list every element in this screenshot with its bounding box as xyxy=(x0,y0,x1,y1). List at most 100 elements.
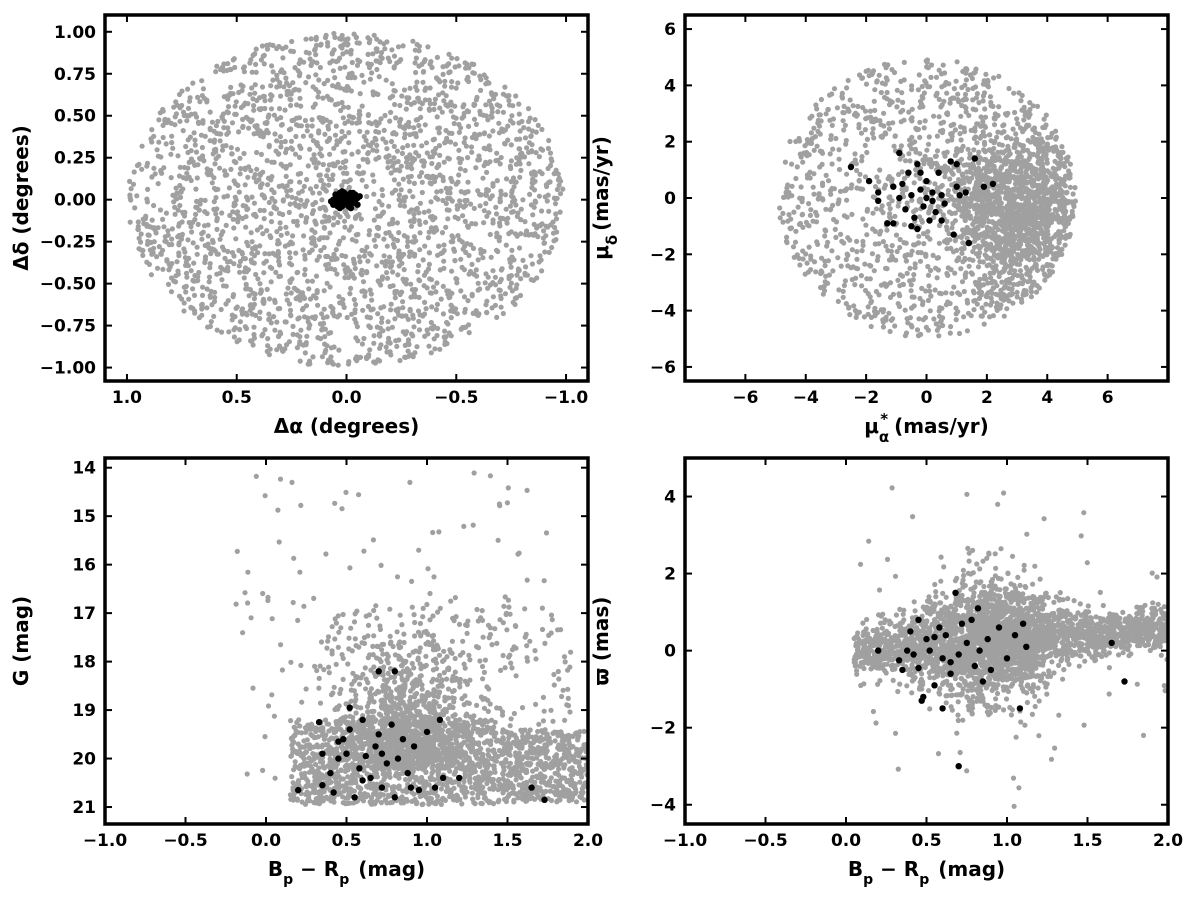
field-star-point xyxy=(313,183,319,190)
field-star-point xyxy=(283,75,289,81)
field-star-point xyxy=(358,270,364,276)
field-star-point xyxy=(367,324,373,331)
field-star-point xyxy=(207,138,213,144)
field-star-point xyxy=(422,87,428,93)
field-star-point xyxy=(174,196,180,202)
field-star-point xyxy=(304,176,310,183)
field-star-point xyxy=(456,147,462,153)
x-tick-label: 0.5 xyxy=(222,388,252,408)
field-star-point xyxy=(177,182,183,189)
field-star-point xyxy=(974,121,980,127)
field-star-point xyxy=(814,239,820,245)
field-star-point xyxy=(360,144,367,150)
field-star-point xyxy=(859,283,865,289)
field-star-point xyxy=(432,346,438,352)
field-star-point xyxy=(341,179,347,185)
field-star-point xyxy=(405,95,412,101)
field-star-point xyxy=(188,224,194,230)
field-star-point xyxy=(481,248,487,254)
field-star-point xyxy=(787,138,793,145)
field-star-point xyxy=(175,207,181,213)
field-star-point xyxy=(1028,294,1034,300)
field-star-point xyxy=(340,301,346,307)
field-star-point xyxy=(225,268,231,274)
field-star-point xyxy=(975,280,981,286)
field-star-point xyxy=(491,96,497,102)
field-star-point xyxy=(932,181,938,187)
field-star-point xyxy=(974,140,980,146)
field-star-point xyxy=(954,150,960,156)
field-star-point xyxy=(284,297,290,303)
field-star-point xyxy=(427,85,433,91)
field-star-point xyxy=(205,233,211,239)
field-star-point xyxy=(244,312,250,318)
field-star-point xyxy=(421,272,427,278)
field-star-point xyxy=(399,93,405,99)
field-star-point xyxy=(860,186,866,192)
field-star-point xyxy=(1056,237,1062,243)
field-star-point xyxy=(993,171,1000,178)
field-star-point xyxy=(336,294,342,300)
field-star-point xyxy=(847,312,853,318)
field-star-point xyxy=(541,228,547,234)
field-star-point xyxy=(1019,272,1025,279)
field-star-point xyxy=(954,247,960,253)
field-star-point xyxy=(868,323,874,330)
field-star-point xyxy=(991,163,997,169)
field-star-point xyxy=(829,161,835,167)
field-star-point xyxy=(321,244,327,251)
field-star-point xyxy=(397,357,403,364)
field-star-point xyxy=(235,182,241,188)
field-star-point xyxy=(394,343,400,349)
field-star-point xyxy=(1014,149,1020,155)
field-star-point xyxy=(428,350,434,356)
field-star-point xyxy=(938,104,944,110)
field-star-point xyxy=(130,181,137,187)
field-star-point xyxy=(1005,152,1012,159)
field-star-point xyxy=(961,162,967,168)
field-star-point xyxy=(841,103,847,109)
field-star-point xyxy=(286,301,293,307)
field-star-point xyxy=(895,277,901,283)
field-star-point xyxy=(786,212,792,218)
field-star-point xyxy=(277,225,283,231)
field-star-point xyxy=(856,178,862,184)
field-star-point xyxy=(261,207,267,214)
field-star-point xyxy=(366,232,372,238)
field-star-point xyxy=(483,75,489,81)
field-star-point xyxy=(385,55,391,61)
field-star-point xyxy=(209,237,216,243)
field-star-point xyxy=(411,216,417,222)
field-star-point xyxy=(529,148,535,154)
field-star-point xyxy=(1060,189,1066,195)
field-star-point xyxy=(405,348,411,354)
field-star-point xyxy=(382,46,388,52)
field-star-point xyxy=(265,336,271,342)
field-star-point xyxy=(826,272,833,278)
field-star-point xyxy=(251,174,257,181)
field-star-point xyxy=(531,204,537,210)
field-star-point xyxy=(923,288,929,294)
field-star-point xyxy=(240,203,246,209)
field-star-point xyxy=(288,102,294,109)
field-star-point xyxy=(214,226,220,232)
field-star-point xyxy=(871,98,877,104)
field-star-point xyxy=(160,134,166,141)
field-star-point xyxy=(474,94,480,100)
field-star-point xyxy=(975,243,981,249)
field-star-point xyxy=(431,101,438,107)
field-star-point xyxy=(825,239,831,245)
field-star-point xyxy=(1001,122,1007,128)
field-star-point xyxy=(235,219,241,225)
field-star-point xyxy=(521,125,527,131)
field-star-point xyxy=(178,188,184,194)
field-star-point xyxy=(506,231,512,237)
field-star-point xyxy=(287,250,293,256)
field-star-point xyxy=(935,204,941,210)
field-star-point xyxy=(446,51,452,57)
field-star-point xyxy=(253,312,259,318)
field-star-point xyxy=(231,334,237,340)
field-star-point xyxy=(958,187,964,193)
field-star-point xyxy=(1045,231,1051,237)
field-star-point xyxy=(959,84,965,91)
